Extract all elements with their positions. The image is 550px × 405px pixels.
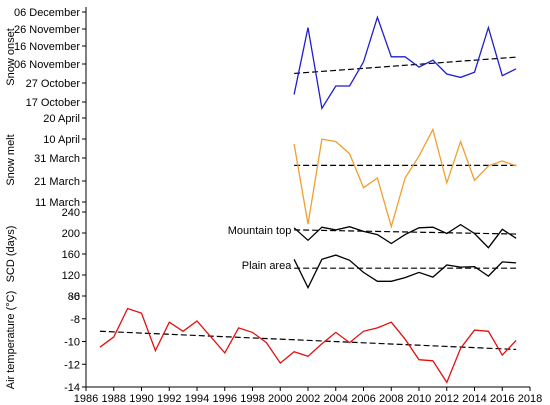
x-tick-label: 2002 (296, 393, 320, 405)
snow-melt-panel: Snow melt 20 April 10 April 31 March 21 Marc… (5, 110, 517, 229)
air-temperature-panel: Air temperature (°C) -14 -12 -10 -8 -6 (5, 291, 517, 394)
trend-line (99, 330, 517, 351)
y-axis-label: Snow melt (5, 134, 17, 185)
y-tick-label: 240 (62, 207, 80, 219)
y-tick-label: 11 March (35, 197, 80, 209)
y-tick-label: 27 October (26, 78, 81, 90)
y-tick-label: 200 (62, 228, 80, 240)
x-tick-label: 2012 (435, 393, 459, 405)
trend-line (294, 56, 517, 75)
scd-panel: SCD (days) 80 120 160 200 240 Mountain top Plai… (5, 207, 517, 303)
y-tick-label: 160 (62, 249, 80, 261)
x-tick-label: 2000 (268, 393, 292, 405)
series-label-mountain-top: Mountain top (228, 225, 292, 237)
data-series-line (293, 15, 517, 111)
x-tick-label: 1992 (157, 393, 181, 405)
y-tick-label: 21 March (34, 176, 80, 188)
snow-onset-panel: Snow onset 06 December 26 November 16 Novem… (5, 7, 517, 111)
y-tick-label: -8 (70, 314, 80, 326)
y-axis-label: Snow onset (5, 28, 17, 85)
x-tick-label: 2014 (462, 393, 486, 405)
x-tick-label: 1986 (74, 393, 98, 405)
data-series-line (99, 307, 517, 384)
data-series-line (293, 127, 517, 229)
y-tick-label: 26 November (14, 24, 80, 36)
y-tick-label: 120 (62, 270, 80, 282)
x-tick-label: 2010 (407, 393, 431, 405)
x-tick-label: 2008 (379, 393, 403, 405)
x-tick-label: 1994 (185, 393, 209, 405)
x-tick-label: 2006 (351, 393, 375, 405)
x-tick-label: 2018 (518, 393, 542, 405)
x-tick-label: 1990 (129, 393, 153, 405)
x-tick-label: 1996 (213, 393, 237, 405)
x-tick-label: 2004 (324, 393, 348, 405)
y-tick-label: 06 November (14, 59, 80, 71)
x-tick-label: 2016 (490, 393, 514, 405)
y-tick-label: 20 April (43, 113, 80, 125)
plain-area-series-line (293, 254, 517, 290)
y-axis-label: Air temperature (°C) (5, 291, 17, 390)
y-tick-label: 80 (68, 291, 80, 303)
y-tick-label: 17 October (26, 97, 81, 109)
x-axis: 1986 1988 1990 1992 1994 1996 1998 2000 2002 2004… (74, 386, 542, 405)
y-tick-label: 16 November (14, 41, 80, 53)
series-label-plain-area: Plain area (242, 260, 292, 272)
trend-line (294, 229, 517, 235)
mountain-top-series-line (293, 223, 517, 249)
x-tick-label: 1988 (102, 393, 126, 405)
y-tick-label: 10 April (43, 134, 80, 146)
y-tick-label: 06 December (14, 7, 80, 19)
y-tick-label: -12 (64, 359, 80, 371)
y-tick-label: -14 (64, 382, 80, 394)
y-tick-label: -6 (70, 291, 80, 303)
y-tick-label: -10 (64, 337, 80, 349)
y-tick-label: 31 March (34, 153, 80, 165)
x-tick-label: 1998 (240, 393, 264, 405)
y-axis-label: SCD (days) (5, 226, 17, 283)
